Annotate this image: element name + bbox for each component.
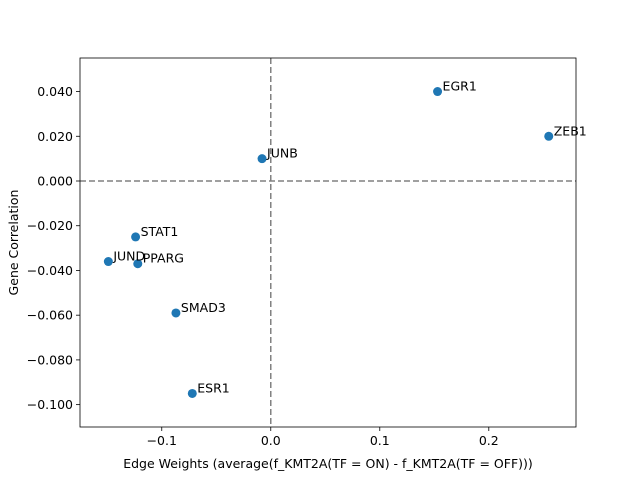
x-tick-label: 0.2 bbox=[479, 433, 499, 448]
x-tick-label: 0.1 bbox=[370, 433, 390, 448]
point-label-egr1: EGR1 bbox=[443, 79, 477, 94]
point-label-stat1: STAT1 bbox=[141, 224, 179, 239]
x-axis-title: Edge Weights (average(f_KMT2A(TF = ON) -… bbox=[123, 456, 533, 471]
y-tick-label: −0.100 bbox=[27, 397, 73, 412]
data-point-smad3 bbox=[171, 308, 181, 318]
y-tick-label: −0.080 bbox=[27, 352, 73, 367]
point-label-zeb1: ZEB1 bbox=[554, 123, 587, 138]
y-tick-label: −0.020 bbox=[27, 218, 73, 233]
data-point-jund bbox=[103, 257, 113, 267]
y-tick-label: −0.040 bbox=[27, 263, 73, 278]
reference-lines bbox=[80, 58, 576, 427]
data-point-egr1 bbox=[433, 87, 443, 97]
point-label-smad3: SMAD3 bbox=[181, 300, 226, 315]
y-axis-title: Gene Correlation bbox=[6, 190, 21, 296]
plot-area-frame bbox=[79, 57, 577, 428]
y-tick-label: 0.040 bbox=[37, 84, 73, 99]
data-points bbox=[103, 87, 554, 398]
point-label-junb: JUNB bbox=[266, 146, 298, 161]
data-point-zeb1 bbox=[544, 131, 554, 141]
data-point-esr1 bbox=[187, 388, 197, 398]
y-axis-ticks: −0.100 −0.080 −0.060 −0.040 −0.020 0.000 0.020… bbox=[27, 84, 80, 412]
y-tick-label: 0.020 bbox=[37, 129, 73, 144]
point-label-esr1: ESR1 bbox=[197, 380, 229, 395]
data-point-junb bbox=[257, 154, 267, 164]
x-tick-label: 0.0 bbox=[261, 433, 281, 448]
data-point-pparg bbox=[133, 259, 143, 269]
y-tick-label: −0.060 bbox=[27, 308, 73, 323]
data-point-stat1 bbox=[131, 232, 141, 242]
x-axis-ticks: −0.1 0.0 0.1 0.2 bbox=[147, 427, 499, 448]
point-label-pparg: PPARG bbox=[143, 251, 184, 266]
point-label-jund: JUND bbox=[112, 249, 145, 264]
x-tick-label: −0.1 bbox=[147, 433, 177, 448]
y-tick-label: 0.000 bbox=[37, 174, 73, 189]
